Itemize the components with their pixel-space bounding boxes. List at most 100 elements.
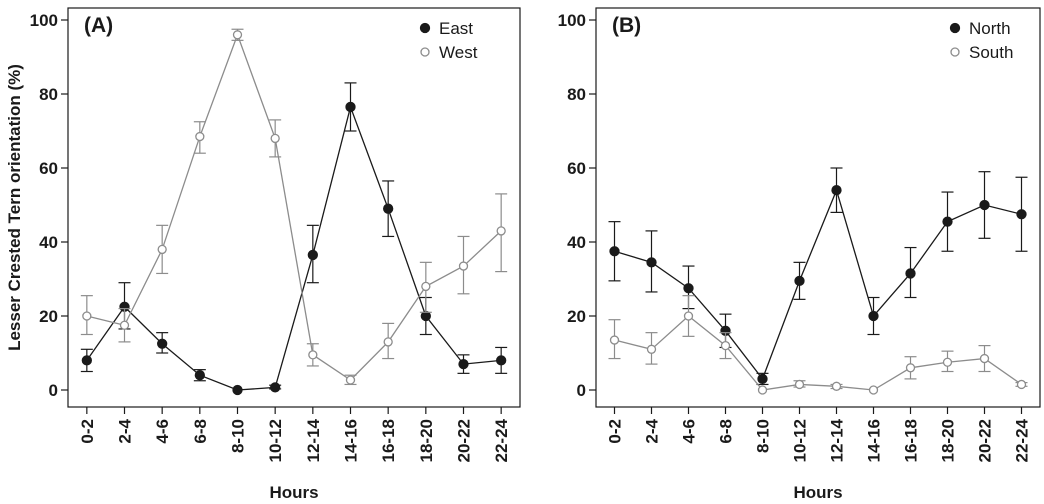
y-axis-title: Lesser Crested Tern orientation (%): [5, 64, 24, 351]
y-tick-label: 80: [39, 85, 58, 104]
series-line: [614, 188, 1022, 381]
y-tick-label: 20: [567, 307, 586, 326]
legend-marker: [950, 47, 960, 57]
x-tick-label: 8-10: [229, 419, 248, 453]
data-point: [831, 381, 842, 391]
data-point: [609, 246, 620, 257]
x-tick-label: 18-20: [939, 419, 958, 462]
x-tick-label: 6-8: [717, 419, 736, 444]
x-axis-title: Hours: [793, 483, 842, 502]
x-tick-label: 20-22: [976, 419, 995, 462]
x-tick-label: 16-18: [379, 419, 398, 462]
panel-b: 0 20 40 60 80 100 0-2 2-4 4-6 6-8 8-10 10-12 12-14 14…: [558, 7, 1041, 502]
data-point: [232, 384, 243, 396]
y-tick-label: 0: [49, 381, 58, 400]
data-point: [942, 216, 953, 227]
data-point: [496, 226, 506, 236]
y-tick-label: 60: [39, 159, 58, 178]
series-south: [608, 295, 1028, 395]
x-tick-label: 16-18: [902, 419, 921, 462]
data-point: [609, 335, 620, 345]
legend-marker: [949, 22, 961, 34]
legend-label: South: [969, 43, 1013, 62]
data-point: [757, 373, 768, 385]
data-point: [81, 355, 92, 366]
x-tick-label: 22-24: [1013, 418, 1032, 462]
y-tick-label: 100: [558, 11, 586, 30]
data-point: [270, 382, 281, 393]
data-point: [942, 357, 953, 367]
y-tick-label: 100: [30, 11, 58, 30]
y-tick-label: 60: [567, 159, 586, 178]
x-tick-label: 6-8: [191, 419, 210, 444]
series-line: [86, 32, 502, 381]
x-tick-label: 2-4: [643, 418, 662, 443]
data-point: [383, 203, 394, 214]
data-point: [905, 363, 916, 373]
y-tick-label: 40: [39, 233, 58, 252]
data-point: [720, 340, 731, 351]
data-point: [345, 101, 356, 113]
panel-label: (B): [612, 14, 641, 37]
legend-label: West: [439, 43, 478, 62]
x-tick-label: 18-20: [417, 419, 436, 462]
series-east: [80, 82, 508, 396]
x-tick-label: 0-2: [78, 419, 97, 444]
x-tick-label: 8-10: [754, 419, 773, 453]
legend-marker: [420, 47, 430, 57]
x-tick-label: 4-6: [680, 419, 699, 444]
data-point: [119, 320, 130, 330]
x-tick-label: 12-14: [828, 418, 847, 462]
data-point: [383, 337, 393, 347]
data-point: [458, 261, 469, 271]
x-tick-label: 0-2: [606, 419, 625, 444]
plot-frame: [595, 7, 1041, 408]
legend-label: East: [439, 19, 473, 38]
data-point: [683, 311, 694, 321]
data-point: [794, 275, 805, 287]
data-point: [646, 257, 657, 268]
data-point: [683, 283, 694, 294]
x-tick-label: 14-16: [342, 419, 361, 462]
data-point: [979, 353, 990, 364]
y-tick-label: 20: [39, 307, 58, 326]
data-point: [1016, 209, 1027, 220]
data-point: [232, 30, 243, 40]
legend-marker: [419, 22, 431, 34]
data-point: [868, 385, 879, 395]
data-point: [157, 338, 168, 349]
series-north: [608, 167, 1028, 386]
x-tick-label: 4-6: [153, 419, 172, 444]
data-point: [194, 370, 205, 381]
panel-a: 0 20 40 60 80 100 0-2 2-4 4-6 6-8 8-10 10-12 12-14 14…: [5, 7, 521, 502]
data-point: [458, 358, 469, 370]
data-point: [831, 185, 842, 196]
series-line: [86, 104, 502, 391]
y-tick-label: 0: [577, 381, 586, 400]
data-point: [82, 311, 92, 321]
data-point: [157, 244, 167, 255]
data-point: [646, 344, 657, 354]
x-tick-label: 10-12: [266, 419, 285, 462]
data-point: [757, 385, 768, 395]
panel-label: (A): [84, 14, 113, 37]
data-point: [905, 268, 916, 279]
x-tick-label: 14-16: [865, 419, 884, 462]
legend-label: North: [969, 19, 1011, 38]
x-tick-label: 22-24: [492, 418, 511, 462]
series-line: [614, 315, 1022, 391]
x-axis-title: Hours: [269, 483, 318, 502]
x-tick-label: 10-12: [791, 419, 810, 462]
series-west: [80, 28, 508, 386]
data-point: [307, 249, 318, 261]
data-point: [308, 350, 318, 360]
plot-frame: [67, 7, 521, 408]
x-tick-label: 2-4: [116, 418, 135, 443]
data-point: [868, 310, 879, 322]
data-point: [979, 199, 990, 211]
data-point: [421, 281, 431, 292]
y-tick-label: 40: [567, 233, 586, 252]
data-point: [496, 355, 507, 366]
data-point: [270, 133, 280, 144]
